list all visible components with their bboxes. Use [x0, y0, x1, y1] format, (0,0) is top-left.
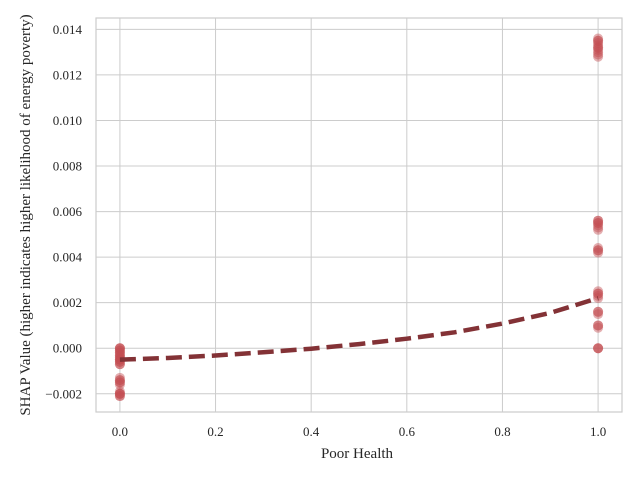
data-point	[593, 309, 604, 320]
data-point	[593, 35, 604, 46]
data-point	[593, 42, 604, 53]
data-point	[114, 391, 125, 402]
y-tick-label: −0.002	[45, 386, 82, 401]
data-point	[593, 44, 604, 55]
x-tick-label: 0.8	[494, 424, 510, 439]
data-point	[114, 347, 125, 358]
y-tick-label: 0.010	[53, 113, 82, 128]
data-point	[593, 33, 604, 44]
data-point	[593, 290, 604, 301]
data-point	[593, 306, 604, 317]
y-gridlines	[96, 28, 622, 395]
y-tick-label: 0.008	[53, 159, 82, 174]
data-point	[114, 345, 125, 356]
data-point	[593, 42, 604, 53]
plot-frame	[95, 17, 623, 413]
x-tick-label: 0.0	[112, 424, 128, 439]
x-tick-label: 0.2	[207, 424, 223, 439]
data-point	[593, 38, 604, 49]
x-tick-label: 0.6	[399, 424, 416, 439]
data-point	[593, 343, 604, 354]
data-point	[593, 343, 604, 354]
data-point	[593, 286, 604, 297]
y-tick-label: 0.012	[53, 67, 82, 82]
data-point	[593, 215, 604, 226]
data-point	[114, 379, 125, 390]
data-point	[114, 377, 125, 388]
y-axis-title: SHAP Value (higher indicates higher like…	[18, 14, 34, 415]
data-point	[593, 47, 604, 58]
trend-line	[119, 295, 599, 362]
x-gridlines	[119, 18, 599, 412]
y-tick-label: 0.006	[53, 204, 83, 219]
y-tick-label: 0.004	[53, 250, 83, 265]
data-point	[114, 375, 125, 386]
data-point	[593, 243, 604, 254]
data-point	[114, 386, 125, 397]
data-point	[593, 245, 604, 256]
data-point	[593, 288, 604, 299]
y-tick-labels: −0.002 0.000 0.002 0.004 0.006 0.008 0.010 0.01…	[45, 22, 82, 401]
data-point	[593, 320, 604, 331]
x-tick-label: 0.4	[303, 424, 320, 439]
data-point	[114, 343, 125, 354]
x-tick-labels: 0.0 0.2 0.4 0.6 0.8 1.0	[112, 424, 606, 439]
data-point	[593, 222, 604, 233]
data-point	[593, 306, 604, 317]
data-point	[593, 322, 604, 333]
data-point	[593, 247, 604, 258]
data-point	[593, 217, 604, 228]
y-tick-label: 0.000	[53, 341, 82, 356]
data-point	[593, 220, 604, 231]
data-point	[593, 51, 604, 62]
data-point	[593, 320, 604, 331]
data-point	[114, 388, 125, 399]
data-point	[593, 288, 604, 299]
scatter-points	[114, 33, 604, 402]
data-point	[593, 245, 604, 256]
data-point	[114, 388, 125, 399]
data-point	[593, 40, 604, 51]
x-tick-label: 1.0	[590, 424, 606, 439]
data-point	[114, 347, 125, 358]
data-point	[593, 343, 604, 354]
data-point	[114, 343, 125, 354]
data-point	[593, 224, 604, 235]
x-axis-title: Poor Health	[321, 446, 394, 462]
y-tick-label: 0.014	[53, 22, 83, 37]
data-point	[114, 372, 125, 383]
data-point	[593, 217, 604, 228]
data-point	[593, 215, 604, 226]
data-point	[114, 391, 125, 402]
data-point	[114, 375, 125, 386]
data-point	[593, 35, 604, 46]
data-point	[114, 377, 125, 388]
y-tick-label: 0.002	[53, 295, 82, 310]
data-point	[114, 388, 125, 399]
data-point	[593, 49, 604, 60]
data-point	[114, 345, 125, 356]
data-point	[114, 343, 125, 354]
